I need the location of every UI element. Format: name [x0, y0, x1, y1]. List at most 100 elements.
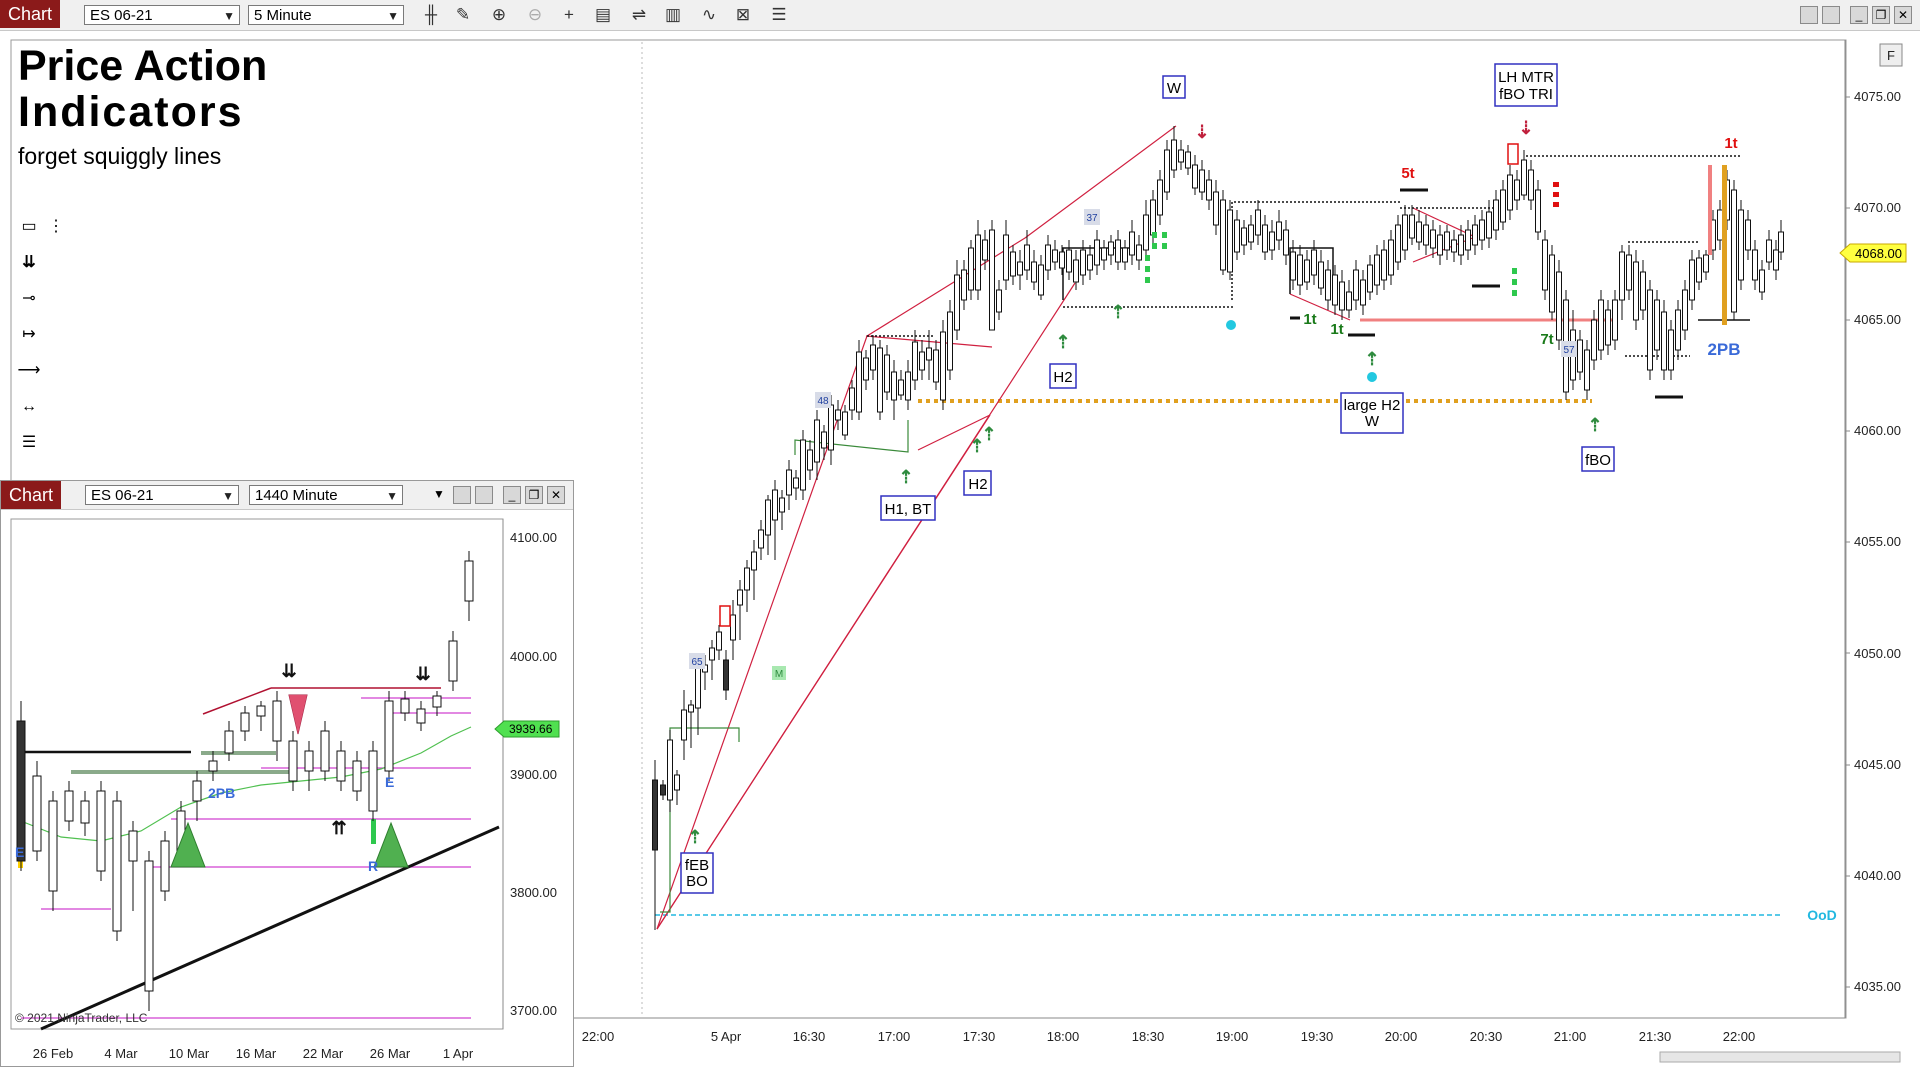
svg-text:⇡: ⇡: [687, 827, 702, 847]
restore-button[interactable]: ❐: [1872, 6, 1890, 24]
arrows-icon[interactable]: ⇊: [22, 254, 36, 271]
templates-icon[interactable]: ⇌: [631, 5, 647, 24]
candle-body: [1038, 264, 1044, 296]
line-icon[interactable]: ⊸: [22, 290, 36, 307]
candle-body: [1633, 261, 1639, 321]
candle-body: [1367, 264, 1373, 293]
inset-interval-select[interactable]: 1440 Minute ▼: [249, 485, 403, 505]
candle-body: [751, 551, 757, 571]
candle-body: [1423, 224, 1429, 246]
candle-body: [1486, 211, 1492, 239]
arrow-line-icon[interactable]: ↔: [21, 398, 37, 415]
candle-body: [898, 379, 904, 396]
inset-time-tick: 26 Mar: [370, 1046, 411, 1061]
page-title: Price Action: [18, 42, 268, 90]
time-tick: 5 Apr: [711, 1029, 742, 1044]
ray-icon[interactable]: ↦: [22, 326, 36, 343]
strategies-icon[interactable]: ▥: [664, 5, 682, 24]
candle-body: [1318, 261, 1324, 289]
inset-minimize-button[interactable]: _: [503, 486, 521, 504]
candle-body: [835, 409, 841, 421]
inset-tile-icon[interactable]: [453, 486, 471, 504]
inset-close-button[interactable]: ✕: [547, 486, 565, 504]
horizontal-scrollbar[interactable]: [1659, 1051, 1901, 1063]
zoom-out-icon[interactable]: ⊖: [527, 5, 543, 24]
candle-body: [1136, 244, 1142, 261]
candle-body: [1458, 234, 1464, 256]
candle-body: [1752, 249, 1758, 281]
share-icon[interactable]: ⊠: [735, 5, 751, 24]
candle-body: [1255, 209, 1261, 236]
horizontal-lines-icon[interactable]: ☰: [21, 434, 37, 451]
chart-tab[interactable]: Chart: [0, 0, 61, 28]
bar-count-tag: 57: [1563, 345, 1575, 356]
candle-body: [1647, 289, 1653, 371]
candle-body: [1087, 254, 1093, 271]
candle-body: [1577, 339, 1583, 373]
candle-body: [1003, 234, 1009, 281]
candle-body: [32, 775, 42, 852]
drawing-tools: ▭ ⇊ ⊸ ↦ ⟶ ↔ ☰ ⋮: [14, 208, 64, 478]
candle-body: [758, 529, 764, 549]
time-tick: 21:00: [1554, 1029, 1587, 1044]
crosshair-icon[interactable]: +: [564, 5, 574, 24]
candle-body: [1248, 224, 1254, 243]
interval-select[interactable]: 5 Minute ▼: [248, 5, 404, 25]
minimize-button[interactable]: _: [1850, 6, 1868, 24]
time-tick: 17:00: [878, 1029, 911, 1044]
bar-type-icon[interactable]: ╫: [424, 5, 438, 24]
inset-chart-window: Chart ES 06-21 ▼ 1440 Minute ▼ ▼ _ ❐ ✕ 4…: [0, 480, 574, 1067]
candle-body: [961, 269, 967, 301]
candle-body: [968, 247, 974, 291]
inset-time-tick: 16 Mar: [236, 1046, 277, 1061]
bar-count-tag: 37: [1086, 213, 1098, 224]
candle-body: [1556, 271, 1562, 341]
properties-icon[interactable]: ▤: [594, 5, 612, 24]
candle-body: [1388, 239, 1394, 276]
candle-body: [1591, 319, 1597, 361]
candle-body: [1395, 224, 1401, 263]
copyright-text: © 2021 NinjaTrader, LLC: [15, 1011, 148, 1025]
inset-time-axis: 26 Feb 4 Mar 10 Mar 16 Mar 22 Mar 26 Mar…: [33, 1046, 474, 1061]
extended-line-icon[interactable]: ⟶: [17, 362, 41, 379]
pencil-icon[interactable]: ✎: [455, 5, 471, 24]
inset-price-chart[interactable]: 4100.00 4000.00 3900.00 3800.00 3700.00 …: [1, 510, 573, 1066]
zoom-in-icon[interactable]: ⊕: [491, 5, 507, 24]
time-tick: 19:30: [1301, 1029, 1334, 1044]
more-icon[interactable]: ⋮: [48, 218, 64, 235]
inset-time-tick: 26 Feb: [33, 1046, 73, 1061]
svg-text:⇣: ⇣: [1194, 122, 1209, 142]
page-title-line2: Indicators: [18, 88, 244, 136]
inset-restore-button[interactable]: ❐: [525, 486, 543, 504]
inset-tile2-icon[interactable]: [475, 486, 493, 504]
instrument-select[interactable]: ES 06-21 ▼: [84, 5, 240, 25]
candle-body: [16, 720, 26, 862]
annotation-feb: fEB: [685, 857, 709, 874]
candle-body: [1605, 309, 1611, 346]
inset-menu-icon[interactable]: ▼: [433, 487, 445, 501]
candle-body: [1059, 251, 1065, 269]
ruler-icon[interactable]: ▭: [21, 218, 37, 235]
candle-body: [240, 712, 250, 732]
annotation-h2: H2: [968, 476, 987, 493]
candle-body: [730, 614, 736, 641]
annotation-w: W: [1365, 413, 1380, 430]
bar-count-tag: 48: [817, 396, 829, 407]
ticks-label: 5t: [1401, 165, 1414, 182]
candle-body: [1521, 159, 1527, 196]
inset-chart-tab[interactable]: Chart: [1, 481, 62, 509]
inset-price-axis: 4100.00 4000.00 3900.00 3800.00 3700.00: [510, 530, 557, 1018]
svg-text:⇡: ⇡: [981, 424, 996, 444]
candle-body: [1129, 231, 1135, 256]
candle-body: [1759, 269, 1765, 293]
window-tile-icon[interactable]: [1800, 6, 1818, 24]
candle-body: [1661, 311, 1667, 371]
m-tag: M: [775, 669, 783, 680]
indicators-icon[interactable]: ∿: [701, 5, 717, 24]
candle-body: [1332, 274, 1338, 306]
list-icon[interactable]: ☰: [771, 5, 787, 24]
window-tile2-icon[interactable]: [1822, 6, 1840, 24]
close-button[interactable]: ✕: [1894, 6, 1912, 24]
inset-instrument-select[interactable]: ES 06-21 ▼: [85, 485, 239, 505]
inset-time-tick: 4 Mar: [104, 1046, 138, 1061]
